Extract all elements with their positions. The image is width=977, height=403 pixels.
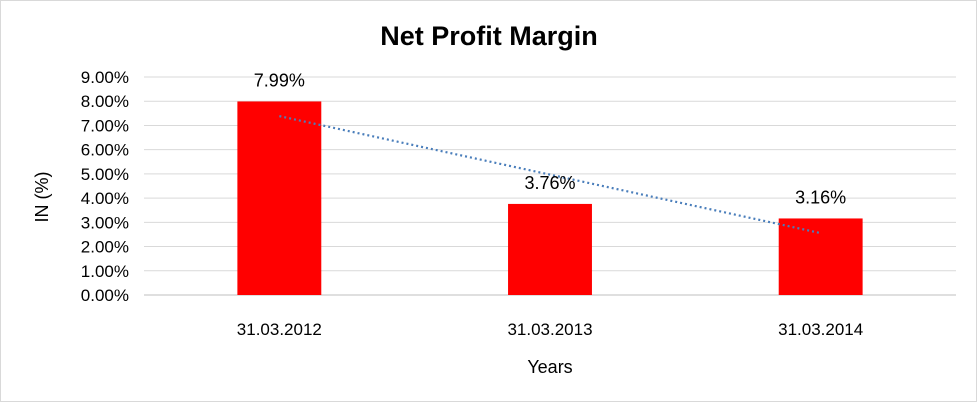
- bar: [508, 203, 592, 295]
- y-axis-title: IN (%): [32, 172, 52, 223]
- x-tick-label: 31.03.2012: [237, 320, 322, 339]
- x-tick-label: 31.03.2014: [778, 320, 863, 339]
- data-label: 7.99%: [254, 70, 305, 90]
- data-label: 3.16%: [795, 187, 846, 207]
- y-tick-label: 3.00%: [81, 213, 129, 232]
- y-tick-label: 7.00%: [81, 116, 129, 135]
- y-tick-label: 0.00%: [81, 286, 129, 305]
- bar: [237, 101, 322, 295]
- bar: [778, 218, 863, 295]
- y-tick-label: 4.00%: [81, 189, 129, 208]
- y-tick-label: 6.00%: [81, 141, 129, 160]
- data-labels: 7.99% 3.76% 3.16%: [254, 70, 846, 207]
- x-axis-title: Years: [527, 357, 572, 377]
- trendline: [279, 115, 821, 235]
- y-tick-label: 1.00%: [81, 262, 129, 281]
- x-tick-label: 31.03.2013: [507, 320, 592, 339]
- trendline-layer: [279, 115, 821, 235]
- y-axis-tick-labels: 0.00% 1.00% 2.00% 3.00% 4.00% 5.00% 6.00% 7.00%…: [81, 68, 129, 305]
- chart-title: Net Profit Margin: [380, 21, 598, 51]
- y-tick-label: 9.00%: [81, 68, 129, 87]
- y-tick-label: 5.00%: [81, 165, 129, 184]
- x-axis-tick-labels: 31.03.2012 31.03.2013 31.03.2014: [237, 320, 863, 339]
- data-label: 3.76%: [524, 173, 575, 193]
- y-tick-label: 8.00%: [81, 92, 129, 111]
- bars: [237, 101, 863, 295]
- y-tick-label: 2.00%: [81, 238, 129, 257]
